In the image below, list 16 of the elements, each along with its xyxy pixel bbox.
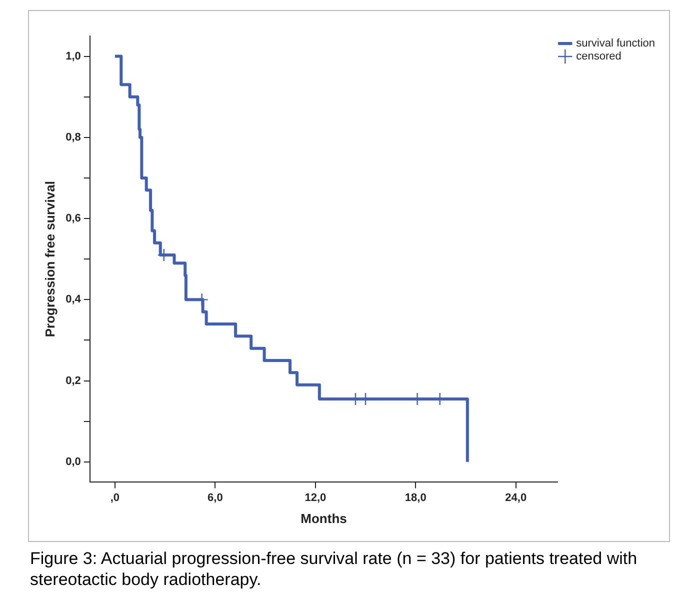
y-tick-label: 0,8 — [66, 131, 81, 144]
y-tick-label: 0,2 — [66, 374, 81, 387]
y-tick-label: 0,4 — [66, 294, 82, 306]
y-tick-label: 0,0 — [66, 456, 81, 468]
legend-label: censored — [576, 50, 622, 63]
x-tick-label: ,0 — [110, 492, 120, 504]
x-axis-title: Months — [300, 510, 347, 526]
caption: Figure 3: Actuarial progression-free survival rate (n = 33) for patients treated with stereotactic body radiotherapy. — [30, 548, 638, 590]
x-tick-label: 6,0 — [208, 492, 223, 504]
y-tick-label: 0,6 — [66, 212, 81, 225]
x-tick-label: 24,0 — [505, 492, 527, 504]
legend-label: survival function — [576, 38, 656, 50]
x-tick-label: 12,0 — [304, 492, 326, 504]
y-tick-label: 1,0 — [66, 50, 81, 62]
y-axis-title: Progression free survival — [42, 181, 58, 338]
x-tick-label: 18,0 — [404, 492, 426, 504]
